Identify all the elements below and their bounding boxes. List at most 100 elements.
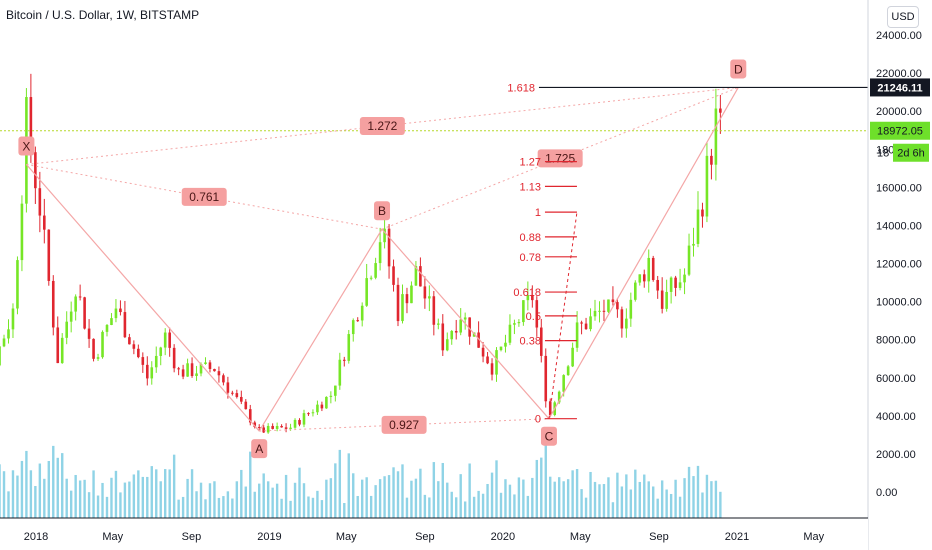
candle-body [701,209,704,217]
volume-bar [253,491,256,518]
candle-body [454,330,458,333]
volume-bar [110,477,113,518]
volume-bar [455,497,458,518]
candle-body [450,330,454,340]
candle-body [437,323,440,325]
volume-bar [459,474,462,518]
candle-body [83,297,86,329]
candle-body [441,323,445,351]
volume-bar [419,468,422,518]
current-price-tag [870,121,930,140]
candle-body [320,404,324,409]
time-tick-label: May [336,531,357,543]
candle-body [719,108,722,113]
candle-body [602,310,606,312]
volume-bar [468,463,471,518]
volume-bar [360,479,364,518]
volume-bar [262,473,265,518]
volume-bar [674,479,677,518]
volume-bar [217,497,221,518]
candle-body [566,366,570,376]
candle-body [128,337,131,345]
candle-body [119,308,122,313]
volume-bar [29,470,33,518]
candle-body [589,316,592,330]
volume-bar [226,491,230,518]
candle-body [213,368,216,372]
candle-body [562,375,565,392]
candle-body [513,323,516,325]
volume-bar [540,457,543,518]
price-tick-label: 12000.00 [876,259,922,271]
candle-body [235,393,239,397]
candle-body [271,425,274,429]
pattern-leg [381,228,550,420]
candle-body [674,277,677,288]
candle-body [69,311,73,322]
pattern-point-label: A [255,442,263,456]
candle-body [378,242,382,264]
candle-body [231,392,234,394]
candle-body [423,286,427,299]
volume-bar [159,481,162,518]
volume-bar [101,482,104,518]
candle-body [477,332,480,348]
volume-bar [213,481,216,518]
candle-body [47,229,51,281]
candle-body [468,317,471,337]
pattern-leg [258,228,383,432]
pattern-leg [548,87,739,419]
volume-bar [275,483,279,518]
candle-body [495,350,498,375]
volume-bar [526,495,530,518]
fib-level-label: 1.618 [507,82,535,94]
candle-body [531,295,534,301]
price-tick-label: 14000.00 [876,220,922,232]
volume-bar [669,493,673,518]
candle-body [257,426,261,428]
volume-bar [477,490,480,518]
candle-body [338,359,342,386]
volume-bar [150,466,153,518]
volume-bar [566,479,570,518]
volume-bar [495,460,498,518]
volume-bar [235,481,239,518]
volume-bar [199,482,203,518]
candle-body [20,203,24,261]
volume-bar [508,484,512,518]
candle-body [87,328,91,339]
volume-bar [714,480,718,518]
candle-body [208,362,212,369]
candle-body [293,419,297,428]
volume-bar [678,496,682,518]
candle-body [539,327,543,356]
fib-level-label: 1 [535,207,541,219]
volume-bar [719,491,722,518]
candle-body [522,300,525,323]
volume-bar [423,494,427,518]
volume-bar [266,481,270,518]
volume-bar [249,451,252,518]
volume-bar [208,483,212,518]
volume-bar [56,457,59,518]
pattern-ratio-badge [381,415,427,434]
price-tick-label: 8000.00 [876,335,916,347]
volume-bar [687,466,691,518]
fib-level-label: 1.13 [520,181,541,193]
volume-bar [74,474,77,518]
candle-body [714,108,718,165]
volume-bar [334,463,337,518]
pattern-ratio-badge [359,116,405,135]
currency-button[interactable]: USD [887,6,919,28]
pattern-point-label: D [734,62,743,76]
pattern-point-label: C [545,430,554,444]
candle-body [687,245,691,275]
candle-body [34,152,37,189]
candle-body [383,228,386,243]
volume-bar [378,479,382,518]
volume-bar [374,485,377,518]
candle-body [163,332,167,348]
time-tick-label: Sep [182,531,202,543]
